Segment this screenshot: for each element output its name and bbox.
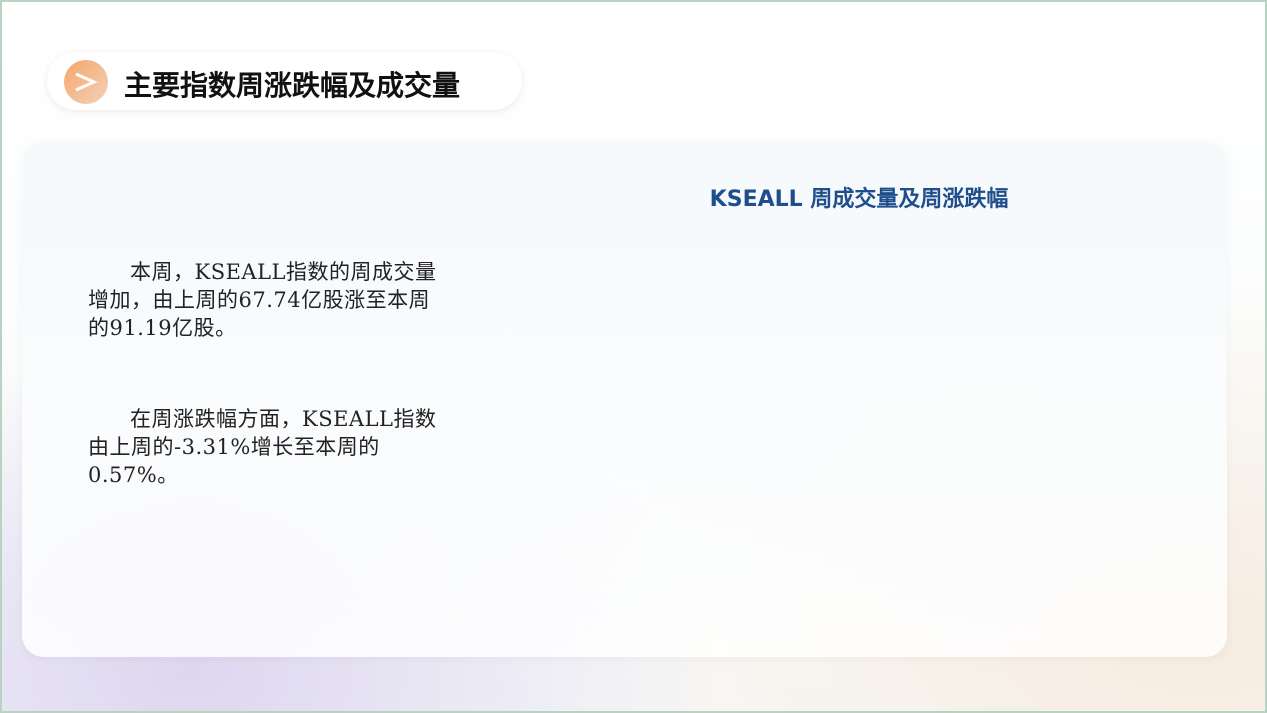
slide-title: 主要指数周涨跌幅及成交量 (124, 69, 461, 102)
chart-title: KSEALL 周成交量及周涨跌幅 (710, 186, 1009, 212)
chart-card (22, 142, 1227, 657)
paragraph: 在周涨跌幅方面，KSEALL指数由上周的-3.31%增长至本周的0.57%。 (88, 407, 437, 487)
arrow-icon: 01,000,000,0002,000,000,0003,000,000,000… (75, 72, 98, 92)
title-pill (47, 52, 522, 110)
title-icon: 01,000,000,0002,000,000,0003,000,000,000… (64, 60, 108, 104)
paragraph: 本周，KSEALL指数的周成交量增加，由上周的67.74亿股涨至本周的91.19… (88, 260, 437, 340)
